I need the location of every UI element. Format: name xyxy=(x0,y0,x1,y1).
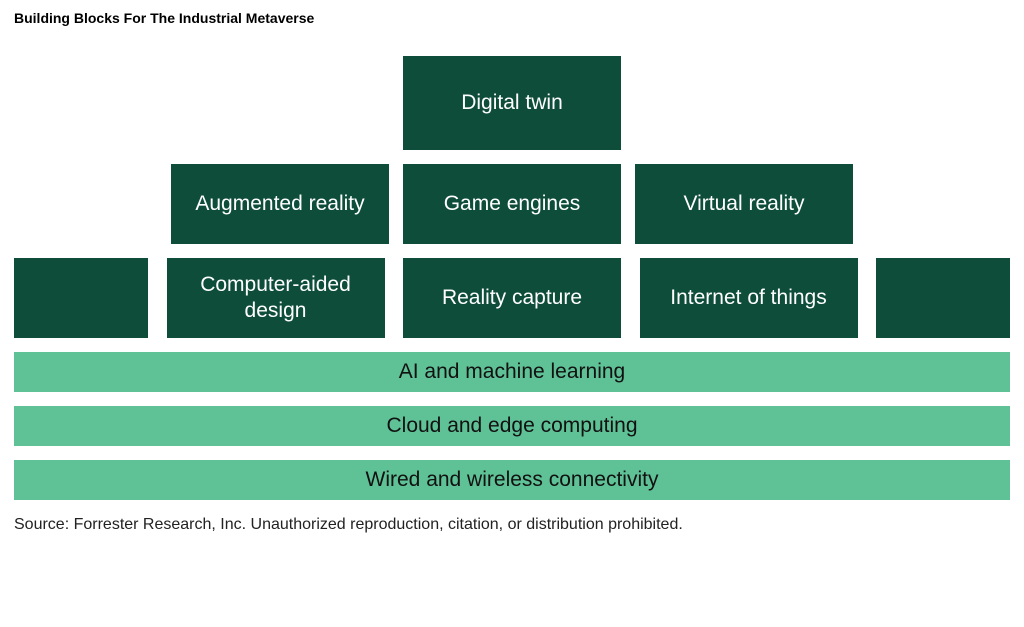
block-game-engines: Game engines xyxy=(403,164,621,244)
foundation-layer-2: Cloud and edge computing xyxy=(14,406,1010,446)
foundation-layer-3: Wired and wireless connectivity xyxy=(14,460,1010,500)
pyramid-row-2: Augmented reality Game engines Virtual r… xyxy=(14,164,1010,244)
block-internet-of-things: Internet of things xyxy=(640,258,858,338)
foundation-layer-1: AI and machine learning xyxy=(14,352,1010,392)
block-cloud-edge: Cloud and edge computing xyxy=(14,406,1010,446)
block-edge-left xyxy=(14,258,148,338)
block-connectivity: Wired and wireless connectivity xyxy=(14,460,1010,500)
block-ai-ml: AI and machine learning xyxy=(14,352,1010,392)
block-reality-capture: Reality capture xyxy=(403,258,621,338)
block-digital-twin: Digital twin xyxy=(403,56,621,150)
pyramid-row-1: Digital twin xyxy=(14,56,1010,150)
source-attribution: Source: Forrester Research, Inc. Unautho… xyxy=(14,516,1010,534)
diagram-title: Building Blocks For The Industrial Metav… xyxy=(14,10,1010,26)
building-blocks-diagram: Digital twin Augmented reality Game engi… xyxy=(14,56,1010,500)
block-augmented-reality: Augmented reality xyxy=(171,164,389,244)
block-edge-right xyxy=(876,258,1010,338)
pyramid-row-3: Computer-aided design Reality capture In… xyxy=(14,258,1010,338)
block-computer-aided-design: Computer-aided design xyxy=(167,258,385,338)
block-virtual-reality: Virtual reality xyxy=(635,164,853,244)
